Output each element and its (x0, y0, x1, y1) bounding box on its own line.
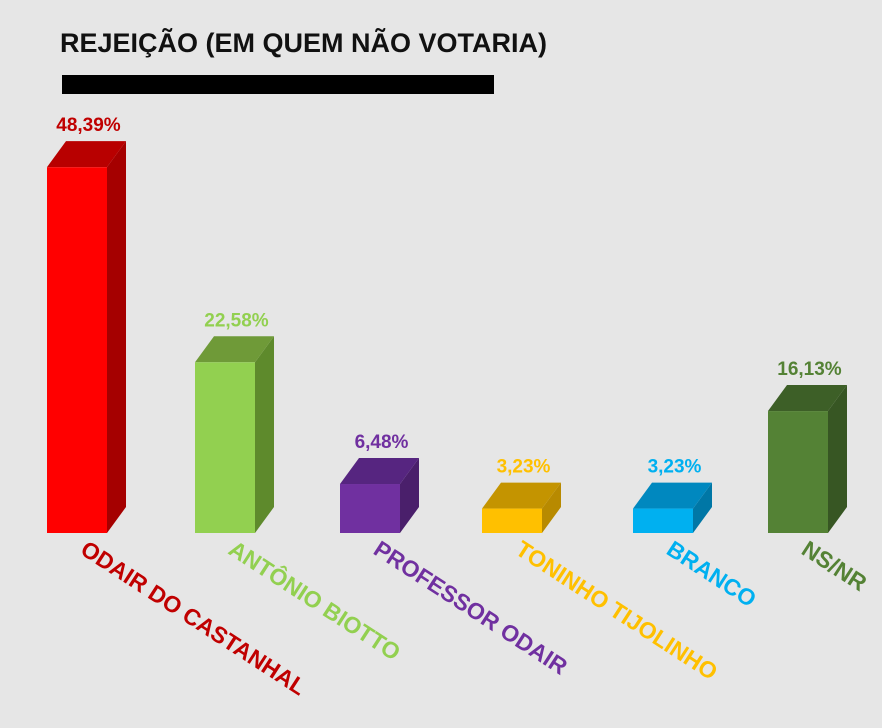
value-label: 16,13% (777, 359, 842, 380)
title-underline-bar (62, 75, 494, 94)
bars-group (47, 141, 847, 533)
bar-side-face (828, 385, 847, 533)
bar-top-face (340, 458, 419, 485)
value-label: 22,58% (204, 310, 269, 331)
bar-front-face (768, 411, 828, 533)
bar-front-face (633, 508, 693, 533)
bar-top-face (482, 482, 561, 509)
value-label: 48,39% (56, 115, 121, 136)
bar-side-face (255, 336, 274, 533)
bar-front-face (195, 362, 255, 533)
bar-professor-odair (340, 458, 419, 533)
value-label: 3,23% (648, 457, 702, 478)
bar-branco (633, 482, 712, 533)
bar-ns-nr (768, 385, 847, 533)
bar-top-face (633, 482, 712, 509)
bar-toninho-tijolinho (482, 482, 561, 533)
bar-side-face (542, 482, 561, 533)
bar-front-face (47, 167, 107, 533)
value-label: 6,48% (355, 432, 409, 453)
bar-side-face (693, 482, 712, 533)
value-label: 3,23% (497, 457, 551, 478)
bar-front-face (482, 508, 542, 533)
chart-title: REJEIÇÃO (EM QUEM NÃO VOTARIA) (60, 27, 547, 58)
bar-side-face (107, 141, 126, 533)
bar-top-face (195, 336, 274, 363)
bar-top-face (47, 141, 126, 168)
category-label: BRANCO (662, 535, 761, 612)
bar-ant-nio-biotto (195, 336, 274, 533)
bar-side-face (400, 458, 419, 533)
bar-odair-do-castanhal (47, 141, 126, 533)
bar-front-face (340, 484, 400, 533)
category-label: NS/NR (797, 535, 872, 596)
value-labels-group: 48,39% 22,58% 6,48% 3,23% 3,23% 16,13% (56, 115, 842, 477)
bar-top-face (768, 385, 847, 412)
